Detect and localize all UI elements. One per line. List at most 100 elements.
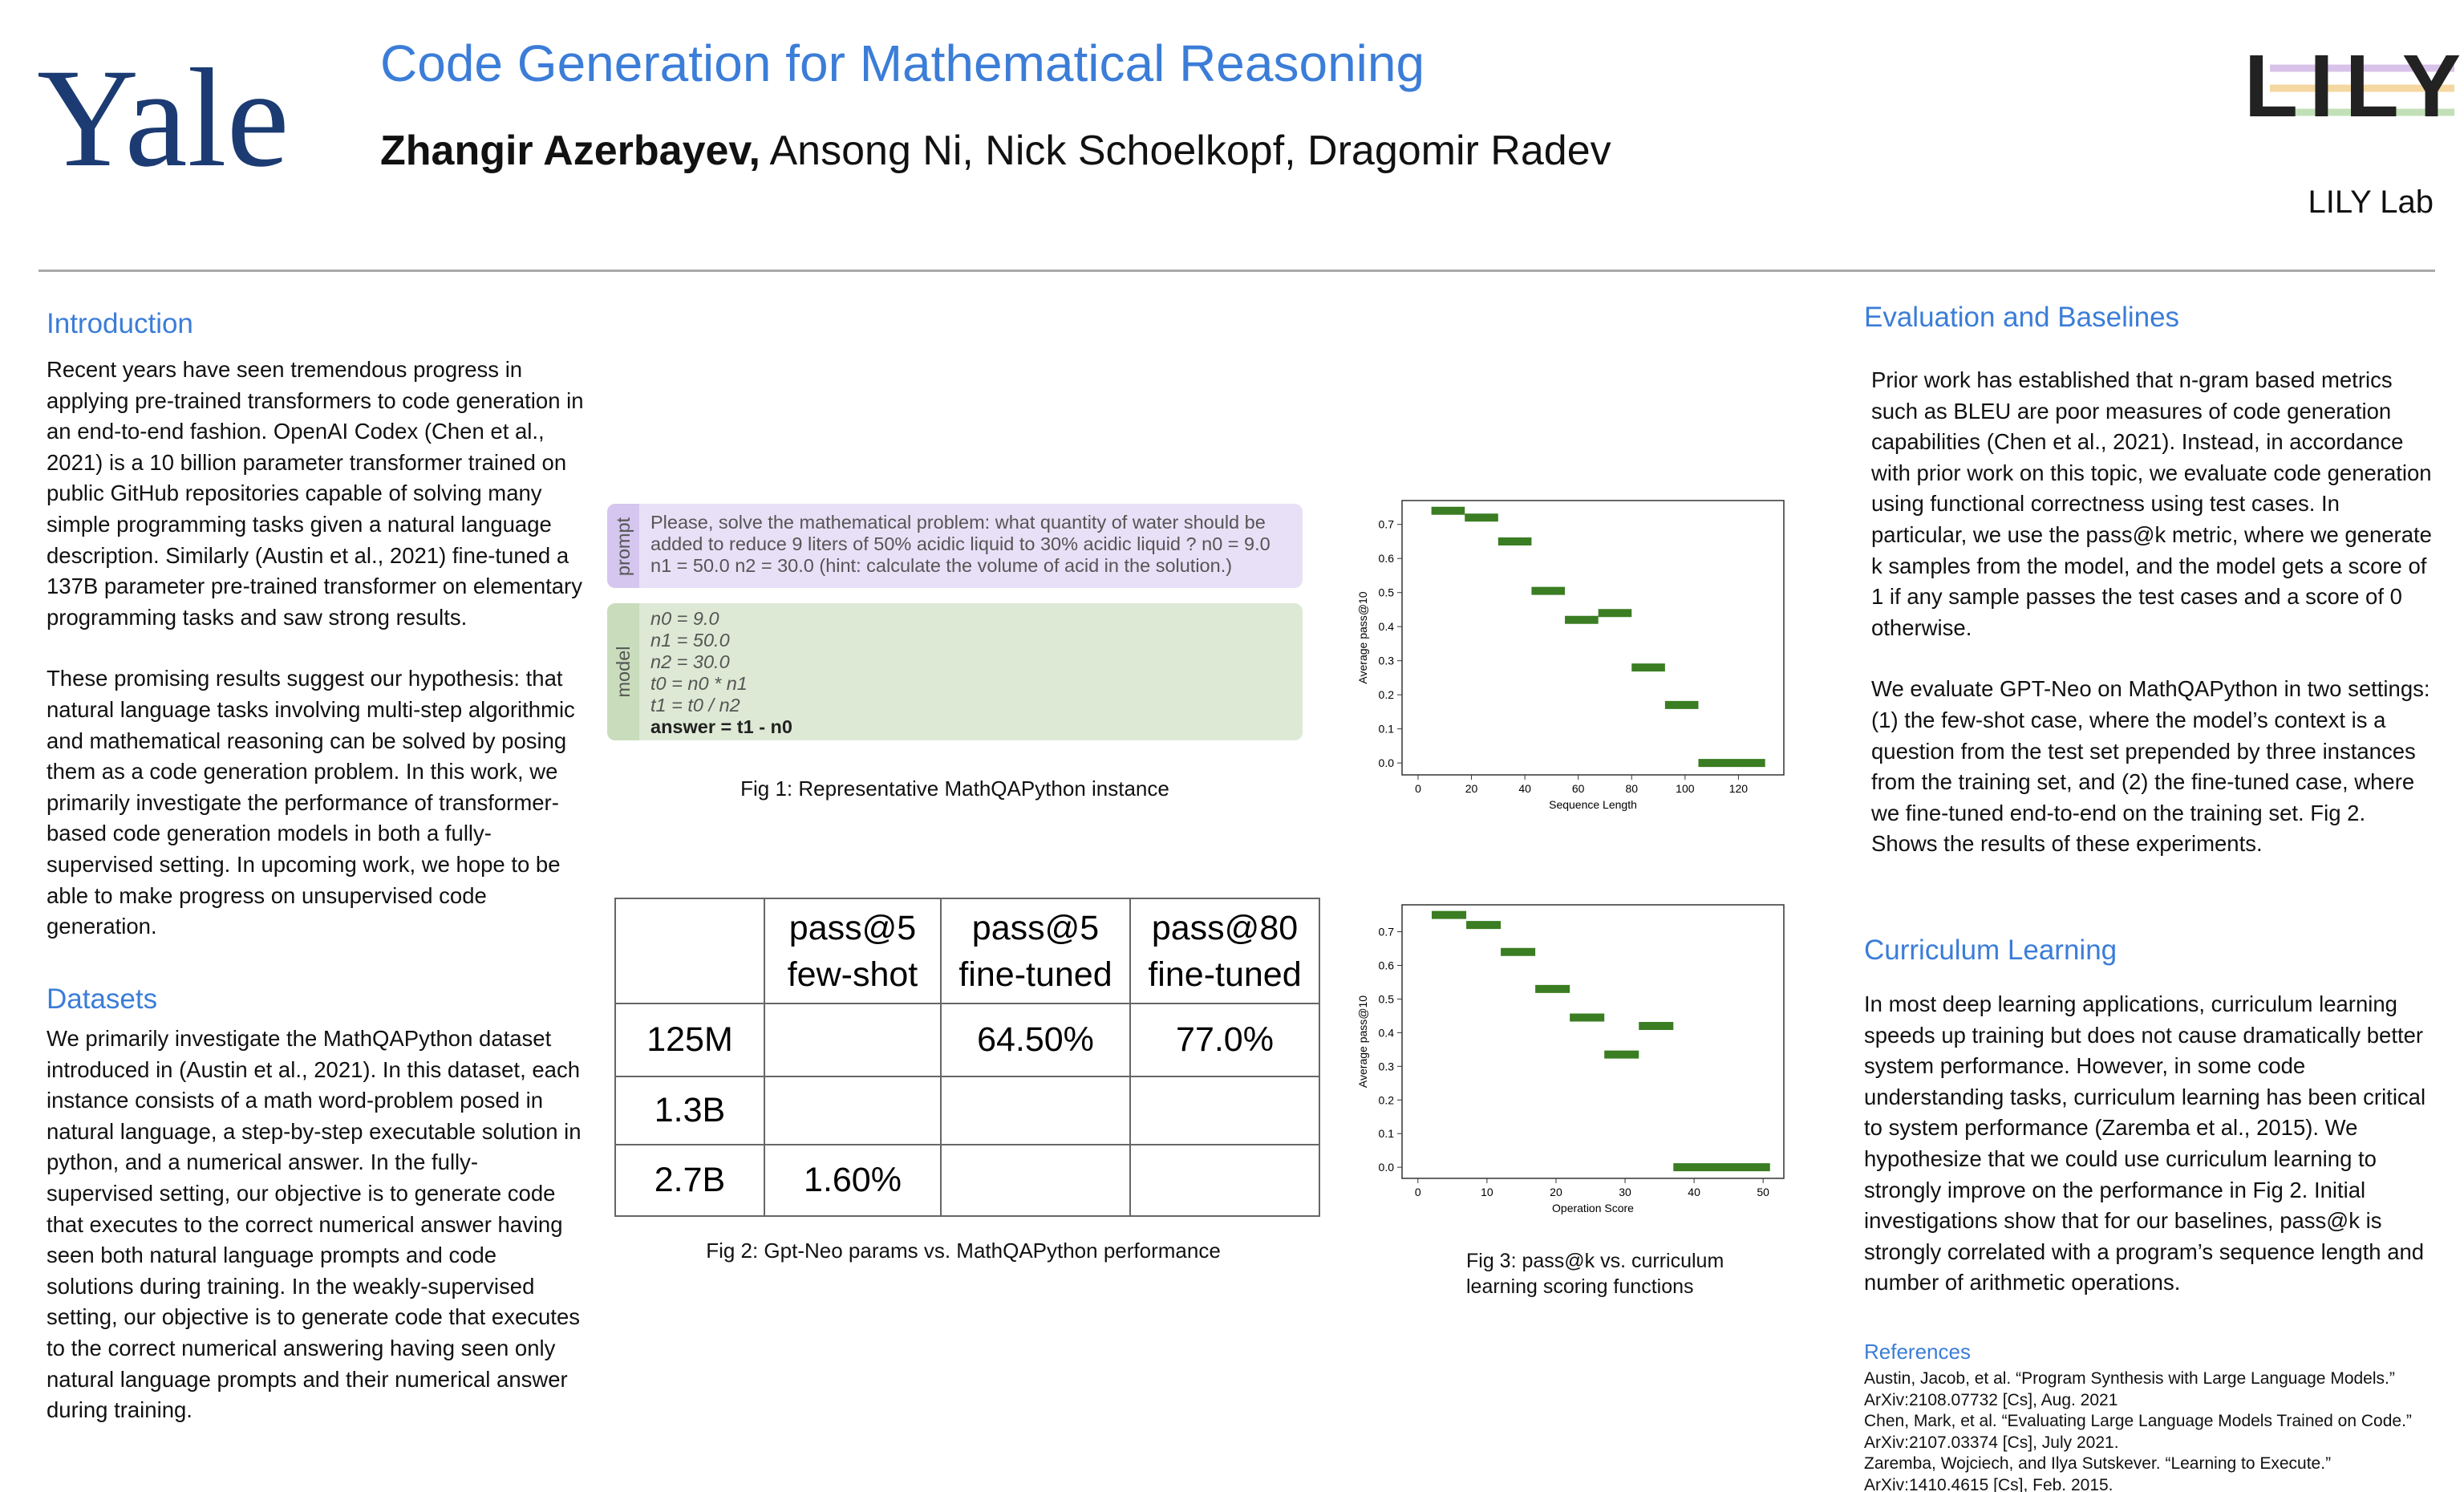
x-tick-label: 60 xyxy=(1572,782,1585,795)
header-line: fine-tuned xyxy=(958,955,1112,994)
x-tick-label: 20 xyxy=(1465,782,1478,795)
poster-title: Code Generation for Mathematical Reasoni… xyxy=(380,34,1425,92)
paragraph: Recent years have seen tremendous progre… xyxy=(47,357,584,630)
plot-frame xyxy=(1401,904,1785,1179)
header-line: pass@5 xyxy=(788,908,917,947)
x-tick-label: 100 xyxy=(1676,782,1695,795)
code-line: n0 = 9.0 xyxy=(650,608,719,629)
y-tick-label: 0.0 xyxy=(1379,1161,1395,1174)
y-tick-label: 0.3 xyxy=(1379,1060,1395,1072)
co-authors: Ansong Ni, Nick Schoelkopf, Dragomir Rad… xyxy=(769,128,1611,174)
y-tick-label: 0.6 xyxy=(1379,959,1395,971)
yale-logo: Yale xyxy=(37,40,290,197)
lily-logo: LILY xyxy=(2244,37,2462,136)
y-tick-label: 0.1 xyxy=(1379,1127,1395,1140)
paragraph: These promising results suggest our hypo… xyxy=(47,666,575,939)
section-title: Curriculum Learning xyxy=(1864,935,2118,966)
section-title: Datasets xyxy=(47,983,158,1015)
x-tick-label: 40 xyxy=(1518,782,1531,795)
code-line: t0 = n0 * n1 xyxy=(650,673,748,694)
y-tick-label: 0.6 xyxy=(1379,552,1395,565)
code-line: t1 = t0 / n2 xyxy=(650,695,740,716)
row-label: 1.3B xyxy=(614,1076,765,1145)
model-label: model xyxy=(613,646,634,698)
y-tick-label: 0.7 xyxy=(1379,926,1395,939)
header-line: pass@80 xyxy=(1151,908,1299,947)
x-tick-label: 50 xyxy=(1757,1186,1769,1198)
lab-name: LILY Lab xyxy=(2308,184,2434,220)
reference: Zaremba, Wojciech, and Ilya Sutskever. “… xyxy=(1864,1454,2332,1492)
references: Austin, Jacob, et al. “Program Synthesis… xyxy=(1864,1368,2426,1492)
table-cell xyxy=(1129,1144,1320,1217)
y-tick-label: 0.1 xyxy=(1379,723,1395,736)
table-cell: 64.50% xyxy=(940,1003,1131,1077)
table-cell xyxy=(940,1076,1131,1145)
y-tick-label: 0.5 xyxy=(1379,992,1395,1005)
paragraph: We evaluate GPT-Neo on MathQAPython in t… xyxy=(1871,676,2430,857)
table-row: 1.3B xyxy=(614,1076,1320,1145)
x-axis-label: Operation Score xyxy=(1552,1202,1634,1214)
reference: Austin, Jacob, et al. “Program Synthesis… xyxy=(1864,1369,2395,1409)
header-cell: pass@5 fine-tuned xyxy=(940,898,1131,1004)
y-tick-label: 0.7 xyxy=(1379,518,1395,531)
x-tick-label: 30 xyxy=(1619,1186,1631,1198)
paragraph: In most deep learning applications, curr… xyxy=(1864,991,2426,1295)
x-tick-label: 80 xyxy=(1625,782,1638,795)
plot-frame xyxy=(1401,500,1785,776)
intro-text: Recent years have seen tremendous progre… xyxy=(47,355,584,973)
table-cell: 1.60% xyxy=(764,1144,942,1217)
divider xyxy=(38,270,2435,272)
references-title: References xyxy=(1864,1340,1971,1364)
paragraph: Prior work has established that n-gram b… xyxy=(1871,367,2432,640)
corner-cell xyxy=(614,898,765,1004)
curriculum-text: In most deep learning applications, curr… xyxy=(1864,989,2434,1329)
y-tick-label: 0.5 xyxy=(1379,586,1395,599)
section-title: Evaluation and Baselines xyxy=(1864,302,2180,333)
table-cell xyxy=(764,1003,942,1077)
y-tick-label: 0.2 xyxy=(1379,1093,1395,1106)
evaluation-text: Prior work has established that n-gram b… xyxy=(1871,365,2433,890)
figure-caption: Fig 1: Representative MathQAPython insta… xyxy=(740,776,1169,801)
y-tick-label: 0.2 xyxy=(1379,688,1395,701)
x-axis-label: Sequence Length xyxy=(1549,798,1637,811)
header-cell: pass@5 few-shot xyxy=(764,898,942,1004)
y-tick-label: 0.3 xyxy=(1379,655,1395,667)
chart: 0 10 20 30 40 50 0.0 0.1 0.2 0.3 0.4 0.5 0.6 0.7 Opera… xyxy=(1356,904,1785,1214)
model-box: model n0 = 9.0 n1 = 50.0 n2 = 30.0 t0 = n0 … xyxy=(607,603,1303,740)
code-line: n2 = 30.0 xyxy=(650,651,730,672)
section-title: Introduction xyxy=(47,308,193,339)
header-row: pass@5 few-shot pass@5 fine-tuned pass@80 fin… xyxy=(614,898,1320,1004)
figure-caption: Fig 3: pass@k vs. curriculum learning sc… xyxy=(1466,1250,1724,1298)
x-tick-label: 10 xyxy=(1481,1186,1493,1198)
x-tick-label: 0 xyxy=(1415,1186,1421,1198)
x-tick-label: 0 xyxy=(1415,782,1421,795)
header-line: fine-tuned xyxy=(1148,955,1302,994)
prompt-text: Please, solve the mathematical problem: … xyxy=(650,512,1270,576)
table-cell xyxy=(1129,1076,1320,1145)
row-label: 2.7B xyxy=(614,1144,765,1217)
prompt-tab xyxy=(607,504,639,588)
reference: Chen, Mark, et al. “Evaluating Large Lan… xyxy=(1864,1412,2412,1452)
x-tick-label: 120 xyxy=(1729,782,1749,795)
y-tick-label: 0.0 xyxy=(1379,756,1395,769)
paragraph: We primarily investigate the MathQAPytho… xyxy=(47,1026,582,1423)
table-row: 125M 64.50% 77.0% xyxy=(614,1003,1320,1077)
header-line: few-shot xyxy=(787,955,918,994)
code-line: n1 = 50.0 xyxy=(650,630,730,651)
logo-letters: LILY xyxy=(2244,37,2462,136)
figure-caption: Fig 2: Gpt-Neo params vs. MathQAPython p… xyxy=(706,1239,1221,1263)
prompt-label: prompt xyxy=(613,517,634,577)
chart: 0 20 40 60 80 100 120 0.0 0.1 0.2 0.3 0.4 0.5 0.6 0.7 S… xyxy=(1356,500,1785,811)
header-line: pass@5 xyxy=(971,908,1100,947)
table-cell xyxy=(764,1076,942,1145)
y-tick-label: 0.4 xyxy=(1379,620,1395,633)
table-cell: 77.0% xyxy=(1129,1003,1320,1077)
y-axis-label: Average pass@10 xyxy=(1356,591,1369,683)
table-cell xyxy=(940,1144,1131,1217)
x-tick-label: 20 xyxy=(1550,1186,1562,1198)
model-code: n0 = 9.0 n1 = 50.0 n2 = 30.0 t0 = n0 * n1 t1… xyxy=(650,608,792,738)
results-table: pass@5 few-shot pass@5 fine-tuned pass@80 fin… xyxy=(614,898,1320,1217)
row-label: 125M xyxy=(614,1003,765,1077)
y-tick-label: 0.4 xyxy=(1379,1026,1395,1039)
